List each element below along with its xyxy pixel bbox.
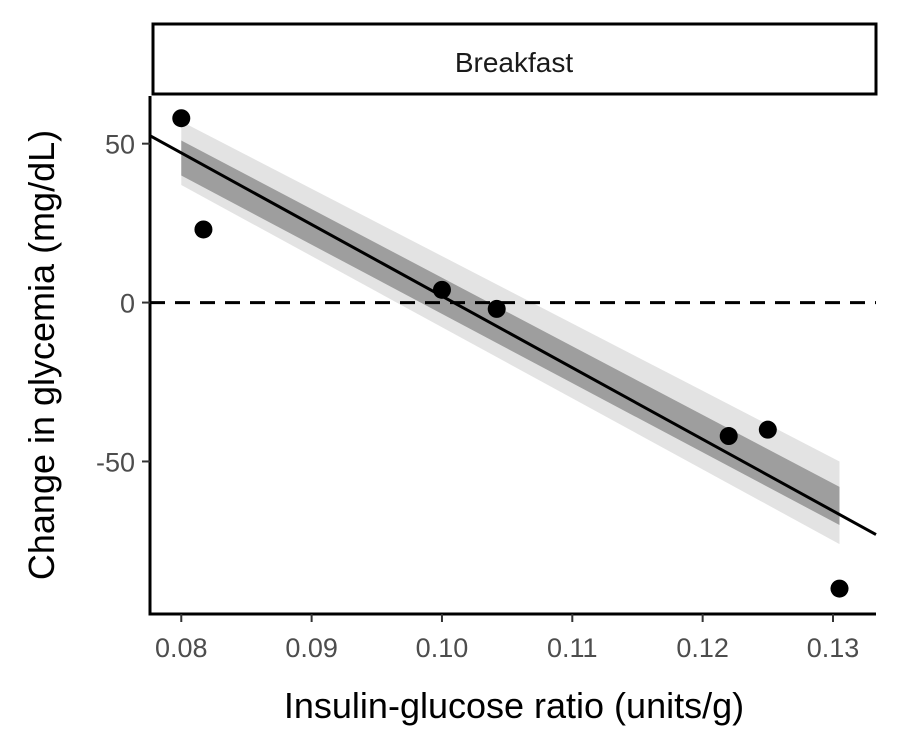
x-tick-label: 0.13 bbox=[807, 633, 860, 663]
scatter-points bbox=[172, 109, 849, 598]
data-point bbox=[432, 280, 451, 299]
data-point bbox=[172, 109, 191, 128]
facet-strip-box bbox=[151, 22, 878, 96]
data-point bbox=[487, 299, 506, 318]
y-tick-label: 0 bbox=[120, 289, 135, 319]
x-tick-label: 0.11 bbox=[547, 633, 598, 663]
x-tick-label: 0.09 bbox=[285, 633, 338, 663]
x-tick-label: 0.10 bbox=[416, 633, 469, 663]
x-axis-ticks: 0.08 0.09 0.10 0.11 0.12 0.13 bbox=[155, 614, 859, 663]
facet-strip-label: Breakfast bbox=[455, 47, 573, 78]
y-axis-ticks: 50 0 -50 bbox=[96, 130, 150, 477]
x-tick-label: 0.12 bbox=[676, 633, 729, 663]
x-axis-title: Insulin-glucose ratio (units/g) bbox=[284, 685, 744, 726]
x-tick-label: 0.08 bbox=[155, 633, 208, 663]
data-point bbox=[758, 420, 777, 439]
regression-line bbox=[149, 134, 877, 536]
data-point bbox=[719, 427, 738, 446]
y-tick-label: 50 bbox=[105, 130, 135, 160]
data-point bbox=[194, 220, 213, 239]
fit-line-group bbox=[149, 134, 877, 536]
axes bbox=[148, 96, 876, 616]
facet-strip: Breakfast bbox=[151, 22, 878, 96]
y-axis-title: Change in glycemia (mg/dL) bbox=[21, 130, 62, 580]
y-tick-label: -50 bbox=[96, 447, 135, 477]
data-point bbox=[830, 579, 849, 598]
